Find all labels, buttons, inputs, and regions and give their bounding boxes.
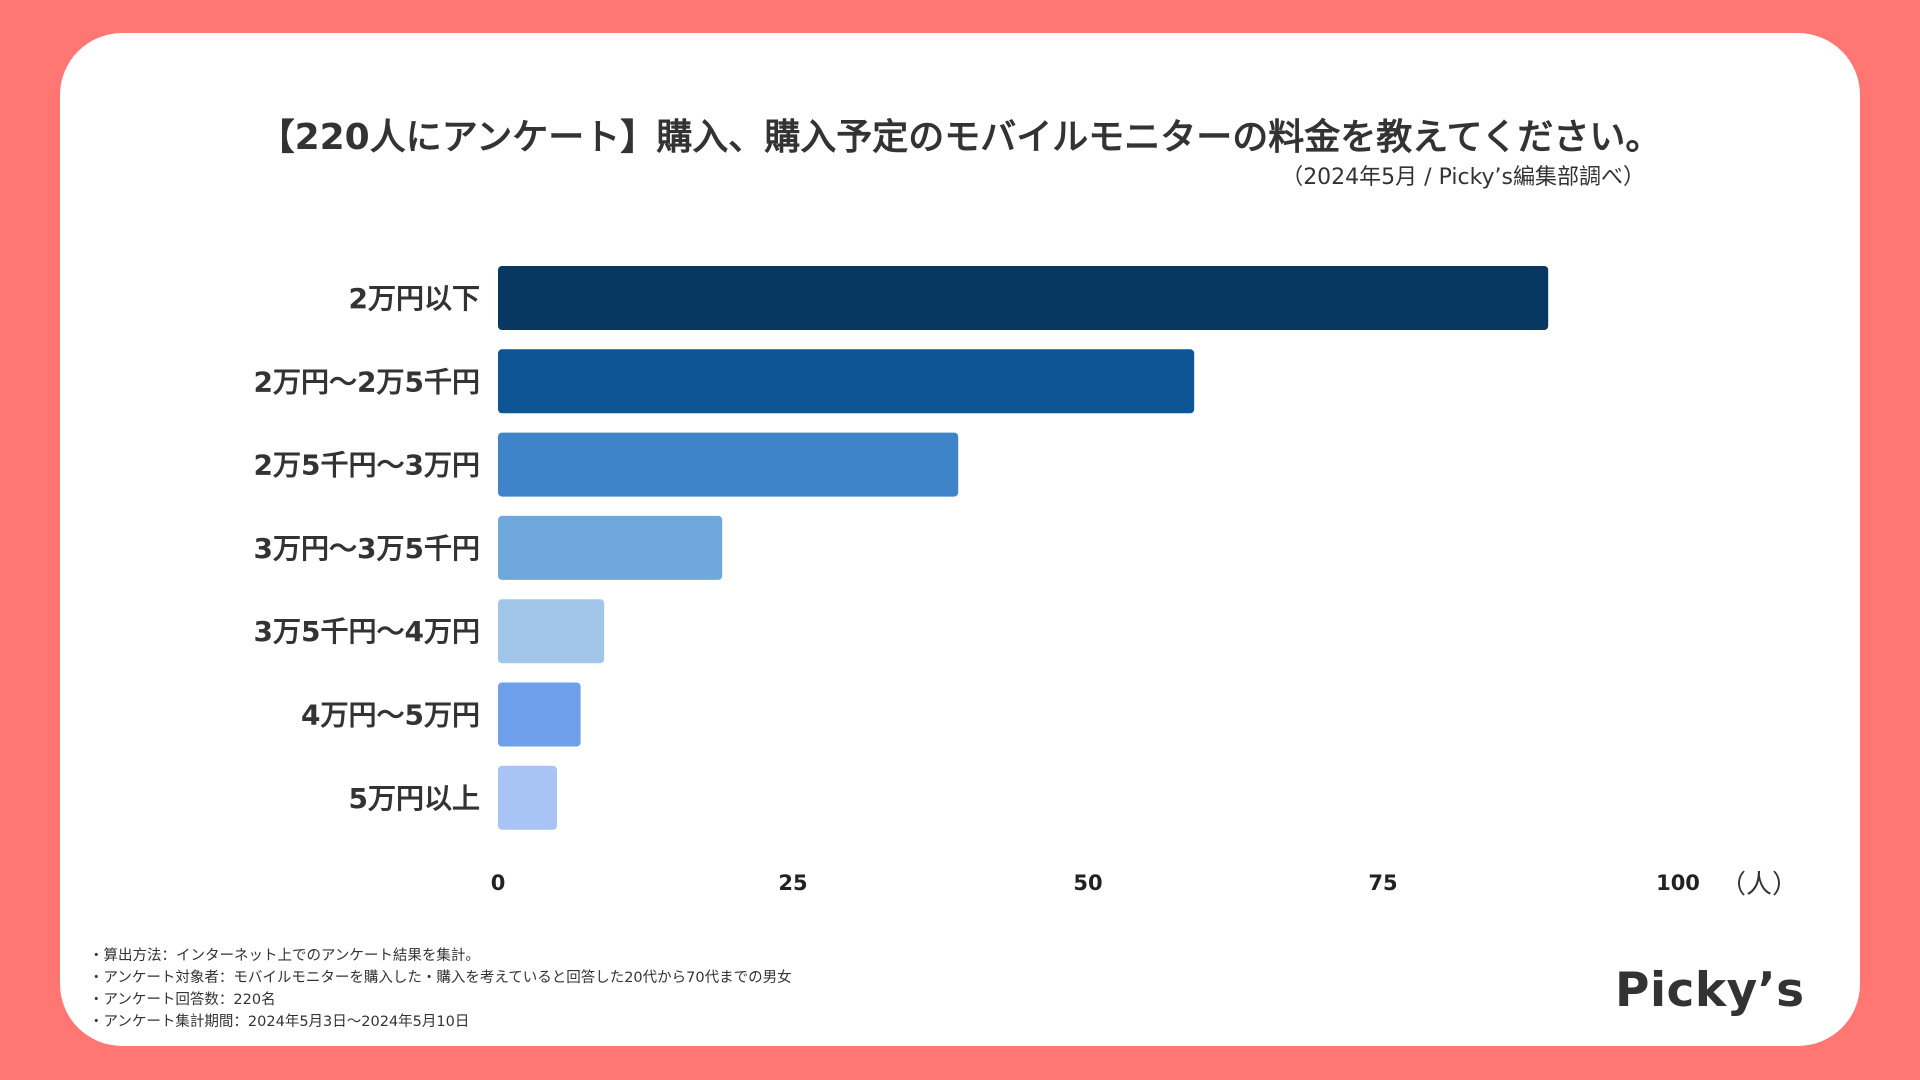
category-label-3: 3万円〜3万5千円 (254, 532, 480, 565)
bar-2 (498, 432, 959, 497)
bar-4 (498, 599, 605, 664)
x-axis-unit-label: （人） (1720, 870, 1798, 900)
note-respondents: ・アンケート回答数：220名 (89, 992, 276, 1008)
x-tick-label-4: 100 (1656, 871, 1700, 895)
bar-3 (498, 515, 723, 580)
bar-5 (498, 682, 581, 747)
category-label-5: 4万円〜5万円 (301, 699, 480, 732)
brand-logo: Picky’s (1615, 963, 1805, 1018)
category-label-6: 5万円以上 (349, 782, 480, 815)
x-tick-label-3: 75 (1368, 871, 1397, 895)
chart-title: 【220人にアンケート】購入、購入予定のモバイルモニターの料金を教えてください。 (258, 117, 1662, 158)
chart-card (60, 33, 1860, 1046)
category-label-1: 2万円〜2万5千円 (254, 365, 480, 398)
category-label-4: 3万5千円〜4万円 (254, 615, 480, 648)
bar-1 (498, 349, 1195, 414)
chart-subtitle: （2024年5月 / Picky’s編集部調べ） (1281, 165, 1645, 190)
bar-6 (498, 765, 557, 830)
x-tick-label-2: 50 (1073, 871, 1102, 895)
category-label-0: 2万円以下 (349, 282, 480, 315)
category-label-2: 2万5千円〜3万円 (254, 449, 480, 482)
survey-notes: ・算出方法：インターネット上でのアンケート結果を集計。 ・アンケート対象者：モバ… (89, 945, 792, 1033)
note-method: ・算出方法：インターネット上でのアンケート結果を集計。 (89, 948, 480, 964)
x-tick-label-1: 25 (778, 871, 807, 895)
bar-0 (498, 266, 1549, 330)
note-target: ・アンケート対象者：モバイルモニターを購入した・購入を考えていると回答した20代… (89, 970, 792, 986)
x-tick-label-0: 0 (491, 871, 506, 895)
note-period: ・アンケート集計期間：2024年5月3日〜2024年5月10日 (89, 1014, 470, 1030)
